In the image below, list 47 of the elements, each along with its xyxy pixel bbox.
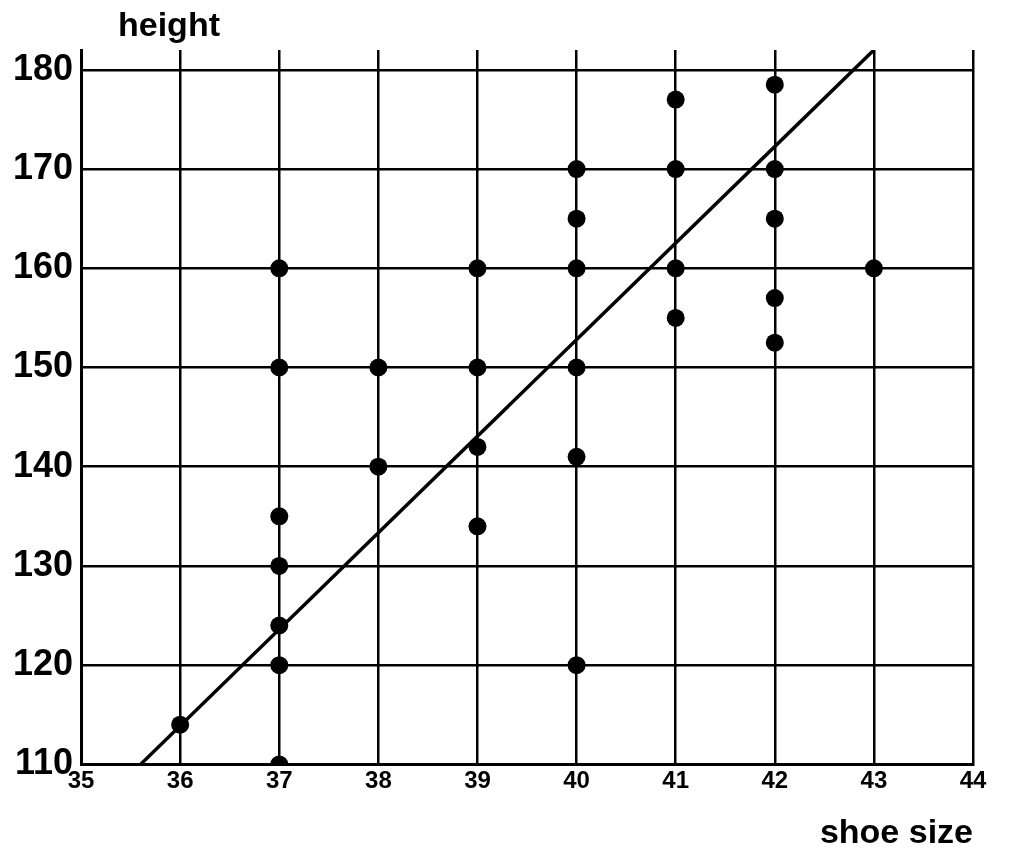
x-axis-title: shoe size xyxy=(819,811,973,850)
point xyxy=(567,209,586,228)
point xyxy=(270,507,289,526)
y-axis-title: height xyxy=(118,5,220,44)
point xyxy=(567,259,586,278)
x-tick-label: 44 xyxy=(959,766,987,794)
point xyxy=(468,437,487,456)
x-tick-label: 42 xyxy=(761,766,789,794)
x-tick-label: 41 xyxy=(662,766,690,794)
point xyxy=(765,289,784,308)
point xyxy=(864,259,883,278)
point xyxy=(270,358,289,377)
point xyxy=(369,457,388,476)
y-tick-label: 120 xyxy=(12,642,74,684)
point xyxy=(468,358,487,377)
point xyxy=(270,616,289,635)
point xyxy=(171,715,190,734)
point xyxy=(765,160,784,179)
point xyxy=(567,358,586,377)
x-tick-label: 39 xyxy=(464,766,491,794)
point xyxy=(666,90,685,109)
y-tick-label: 140 xyxy=(12,443,74,485)
point xyxy=(369,358,388,377)
point xyxy=(567,656,586,675)
point xyxy=(666,160,685,179)
point xyxy=(765,75,784,94)
x-tick-label: 37 xyxy=(265,766,293,794)
y-tick-label: 130 xyxy=(12,542,74,584)
point xyxy=(468,259,487,278)
point xyxy=(567,447,586,466)
point xyxy=(765,209,784,228)
point xyxy=(666,308,685,327)
y-tick-label: 180 xyxy=(12,46,74,88)
point xyxy=(270,556,289,575)
point xyxy=(666,259,685,278)
point xyxy=(270,656,289,675)
x-tick-label: 36 xyxy=(166,766,194,794)
x-tick-label: 40 xyxy=(563,766,590,794)
x-tick-label: 38 xyxy=(365,766,392,794)
y-tick-label: 160 xyxy=(12,245,74,287)
point xyxy=(468,517,487,536)
point xyxy=(765,333,784,352)
point xyxy=(567,160,586,179)
x-tick-label: 43 xyxy=(860,766,888,794)
y-tick-label: 170 xyxy=(12,145,74,187)
point xyxy=(270,259,289,278)
y-tick-label: 150 xyxy=(12,344,74,386)
